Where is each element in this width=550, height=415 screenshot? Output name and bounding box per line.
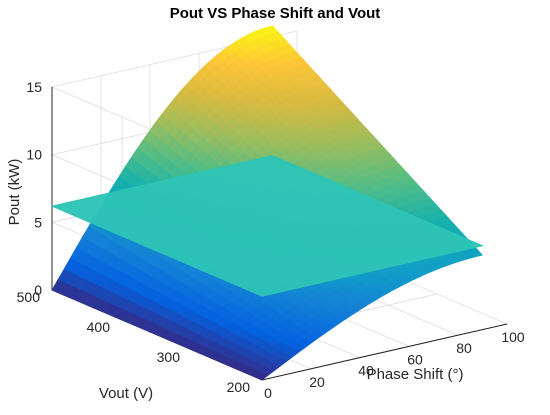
x-tick-label: 80 (456, 340, 472, 356)
y-tick-label: 500 (17, 289, 41, 305)
y-tick-label: 300 (157, 349, 181, 365)
y-tick-label: 200 (227, 379, 251, 395)
x-axis-label: Phase Shift (°) (367, 366, 464, 383)
constant-power-plane (50, 155, 485, 297)
surface-cell (469, 248, 484, 257)
z-tick-label: 0 (34, 282, 42, 298)
z-tick-label: 15 (26, 79, 42, 95)
y-axis-label: Vout (V) (99, 385, 153, 402)
z-axis-label: Pout (kW) (6, 159, 23, 226)
plane-face (50, 155, 485, 297)
chart-title: Pout VS Phase Shift and Vout (170, 5, 381, 22)
x-tick-label: 40 (358, 363, 374, 379)
y-tick-label: 400 (87, 319, 111, 335)
x-tick-label: 20 (309, 374, 325, 390)
x-tick-label: 60 (407, 351, 423, 367)
z-tick-label: 10 (26, 147, 42, 163)
x-tick-label: 0 (264, 385, 272, 401)
x-axis-line (261, 323, 508, 381)
z-tick-label: 5 (34, 214, 42, 230)
x-tick-label: 100 (501, 329, 525, 345)
